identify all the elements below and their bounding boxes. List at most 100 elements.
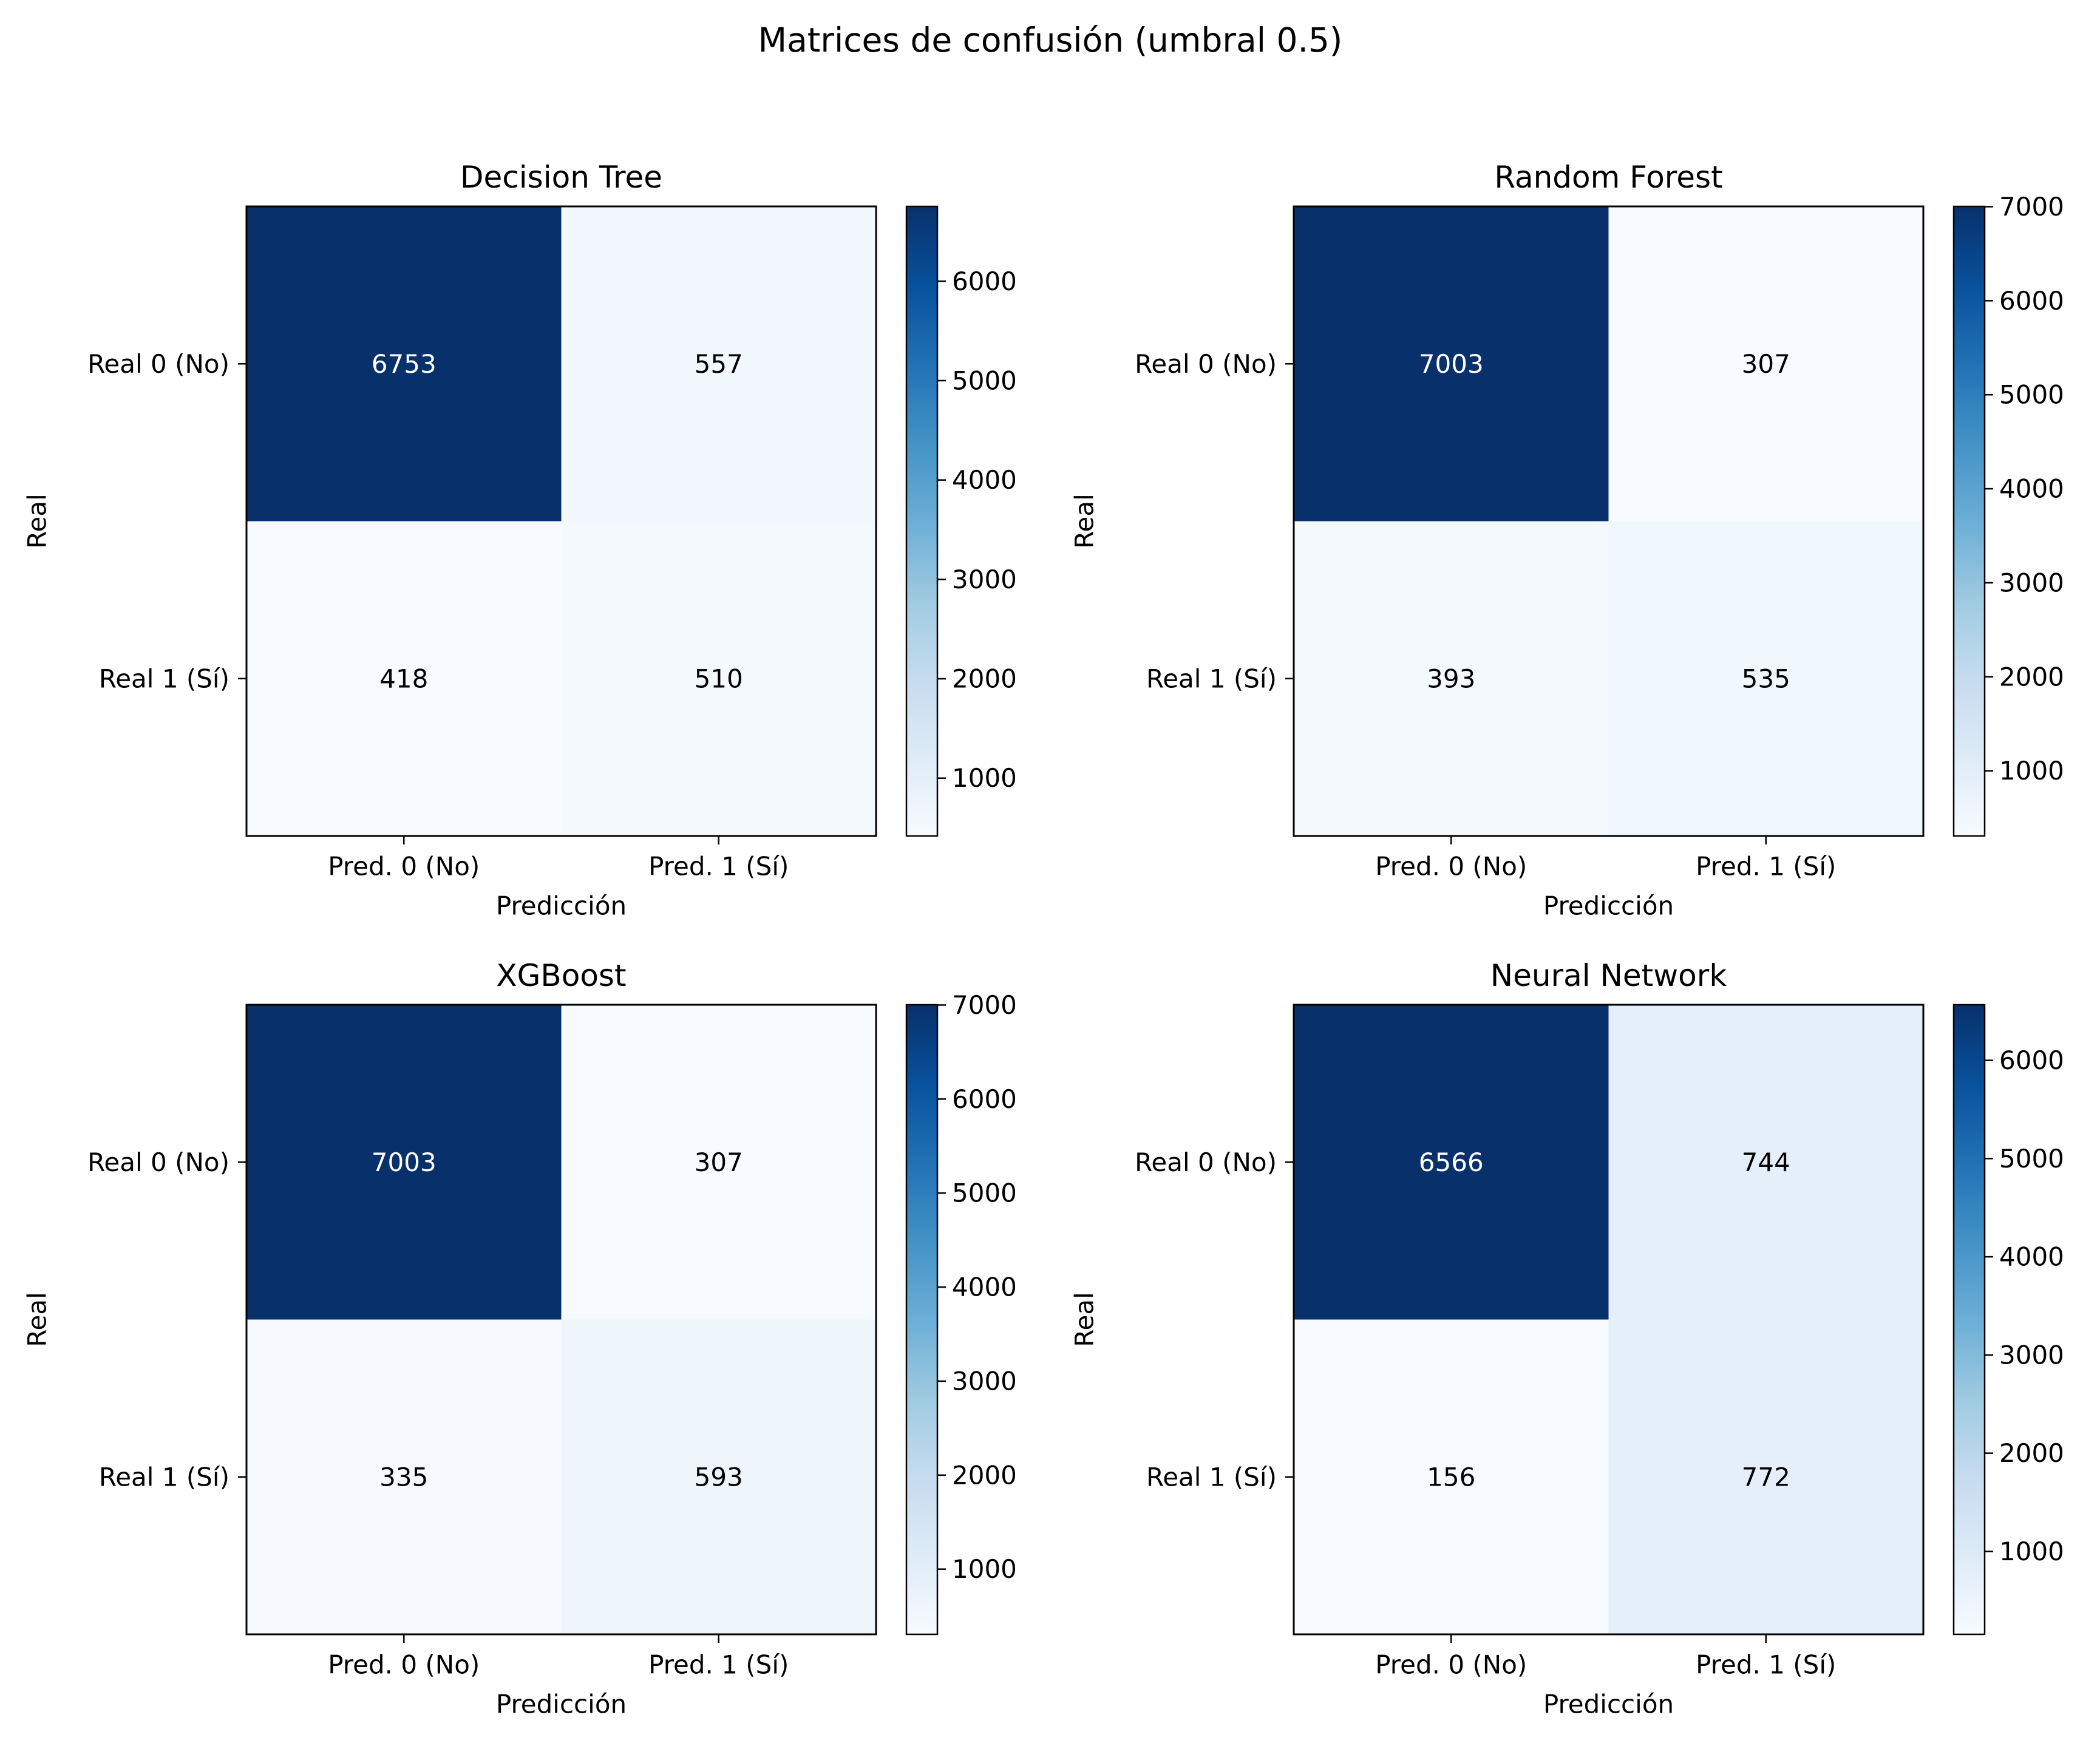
cell-value-label: 307 <box>695 1147 743 1177</box>
heatmap-cell <box>246 521 562 837</box>
y-tick-label: Real 1 (Sí) <box>1146 1462 1277 1492</box>
heatmap-cell <box>561 1005 877 1320</box>
cell-value-label: 7003 <box>1419 349 1484 379</box>
colorbar-tick-label: 3000 <box>1999 568 2064 597</box>
x-tick-label: Pred. 0 (No) <box>1375 852 1527 882</box>
colorbar-tick-label: 2000 <box>952 664 1017 694</box>
colorbar-tick-label: 6000 <box>952 1084 1017 1114</box>
y-tick-label: Real 1 (Sí) <box>1146 664 1277 693</box>
y-axis-label: Real <box>22 494 52 549</box>
cell-value-label: 535 <box>1742 664 1790 693</box>
colorbar-tick-label: 7000 <box>952 990 1017 1020</box>
heatmap-cell <box>1294 1319 1609 1635</box>
panel-decision-tree: Decision Tree 6753 557 418 510 Pred. 0 (No) Pr… <box>22 160 1017 921</box>
colorbar-tick-label: 3000 <box>1999 1340 2064 1370</box>
colorbar-tick-label: 6000 <box>952 267 1017 296</box>
cell-value-label: 418 <box>379 664 428 693</box>
y-axis-label: Real <box>1070 494 1099 549</box>
colorbar-tick-label: 3000 <box>952 565 1017 594</box>
colorbar-tick-label: 2000 <box>1999 662 2064 691</box>
y-tick-label: Real 0 (No) <box>87 349 229 379</box>
colorbar-tick-label: 5000 <box>1999 1144 2064 1174</box>
colorbar <box>905 1004 939 1636</box>
heatmap-cell <box>1294 1005 1609 1320</box>
y-tick-label: Real 1 (Sí) <box>99 1462 229 1492</box>
x-axis-label: Predicción <box>496 1690 627 1719</box>
heatmap-cell <box>1608 1319 1924 1635</box>
cell-value-label: 772 <box>1742 1462 1790 1492</box>
colorbar-tick-label: 5000 <box>1999 380 2064 410</box>
heatmap-frame <box>245 205 877 837</box>
heatmap-cell <box>561 1319 877 1635</box>
colorbar-tick-label: 6000 <box>1999 1045 2064 1075</box>
x-tick-label: Pred. 1 (Sí) <box>648 1650 789 1680</box>
heatmap-cell <box>1608 1005 1924 1320</box>
heatmap-cell <box>1294 521 1609 837</box>
heatmap-frame <box>1293 205 1925 837</box>
colorbar-tick-label: 2000 <box>1999 1438 2064 1468</box>
cell-value-label: 744 <box>1742 1147 1790 1177</box>
x-axis-label: Predicción <box>1543 1690 1674 1719</box>
panel-title: Random Forest <box>1494 160 1722 195</box>
colorbar-tick-label: 2000 <box>952 1460 1017 1490</box>
x-tick-label: Pred. 1 (Sí) <box>648 852 789 882</box>
x-tick-label: Pred. 0 (No) <box>328 852 480 882</box>
colorbar-tick-label: 4000 <box>952 1272 1017 1302</box>
colorbar-tick-label: 1000 <box>1999 1537 2064 1566</box>
cell-value-label: 6566 <box>1419 1147 1484 1177</box>
colorbar <box>1952 1004 1986 1636</box>
heatmap-cell <box>246 206 562 522</box>
colorbar-tick-label: 4000 <box>1999 1242 2064 1272</box>
cell-value-label: 7003 <box>372 1147 437 1177</box>
panel-title: Neural Network <box>1490 958 1727 993</box>
x-tick-label: Pred. 1 (Sí) <box>1696 852 1836 882</box>
x-tick-label: Pred. 0 (No) <box>1375 1650 1527 1680</box>
panel-title: XGBoost <box>496 958 626 993</box>
colorbar-tick-label: 6000 <box>1999 286 2064 316</box>
heatmap-cell <box>1608 521 1924 837</box>
panel-random-forest: Random Forest 7003 307 393 535 Pred. 0 (No) Pr… <box>1070 160 2064 921</box>
y-tick-label: Real 0 (No) <box>1135 1147 1277 1177</box>
panel-neural-network: Neural Network 6566 744 156 772 Pred. 0 (No) P… <box>1070 958 2064 1719</box>
y-tick-label: Real 0 (No) <box>1135 349 1277 379</box>
colorbar-tick-label: 5000 <box>952 365 1017 395</box>
colorbar-tick-label: 4000 <box>1999 474 2064 504</box>
x-axis-label: Predicción <box>496 891 627 921</box>
colorbar-tick-label: 7000 <box>1999 192 2064 222</box>
figure-suptitle: Matrices de confusión (umbral 0.5) <box>758 21 1343 59</box>
heatmap-cell <box>1294 206 1609 522</box>
cell-value-label: 335 <box>379 1462 428 1492</box>
heatmap-cell <box>561 206 877 522</box>
panel-title: Decision Tree <box>460 160 662 195</box>
x-tick-label: Pred. 0 (No) <box>328 1650 480 1680</box>
colorbar-tick-label: 5000 <box>952 1178 1017 1208</box>
x-axis-label: Predicción <box>1543 891 1674 921</box>
y-axis-label: Real <box>22 1292 52 1347</box>
cell-value-label: 557 <box>695 349 743 379</box>
x-tick-label: Pred. 1 (Sí) <box>1696 1650 1836 1680</box>
cell-value-label: 510 <box>695 664 743 693</box>
y-tick-label: Real 1 (Sí) <box>99 664 229 693</box>
heatmap-frame <box>245 1004 877 1636</box>
cell-value-label: 307 <box>1742 349 1790 379</box>
cell-value-label: 6753 <box>372 349 437 379</box>
colorbar-tick-label: 1000 <box>1999 756 2064 786</box>
heatmap-cell <box>246 1319 562 1635</box>
colorbar-tick-label: 1000 <box>952 763 1017 793</box>
y-axis-label: Real <box>1070 1292 1099 1347</box>
heatmap-cell <box>1608 206 1924 522</box>
heatmap-frame <box>1293 1004 1925 1636</box>
heatmap-cell <box>561 521 877 837</box>
heatmap-cell <box>246 1005 562 1320</box>
panels-container: Decision Tree 6753 557 418 510 Pred. 0 (No) Pr… <box>22 160 2064 1719</box>
cell-value-label: 593 <box>695 1462 743 1492</box>
colorbar <box>1952 205 1986 837</box>
cell-value-label: 393 <box>1427 664 1475 693</box>
colorbar-tick-label: 3000 <box>952 1366 1017 1396</box>
panel-xgboost: XGBoost 7003 307 335 593 Pred. 0 (No) Pred. 1 … <box>22 958 1017 1719</box>
colorbar <box>905 205 939 837</box>
cell-value-label: 156 <box>1427 1462 1475 1492</box>
colorbar-tick-label: 4000 <box>952 465 1017 495</box>
colorbar-tick-label: 1000 <box>952 1554 1017 1584</box>
